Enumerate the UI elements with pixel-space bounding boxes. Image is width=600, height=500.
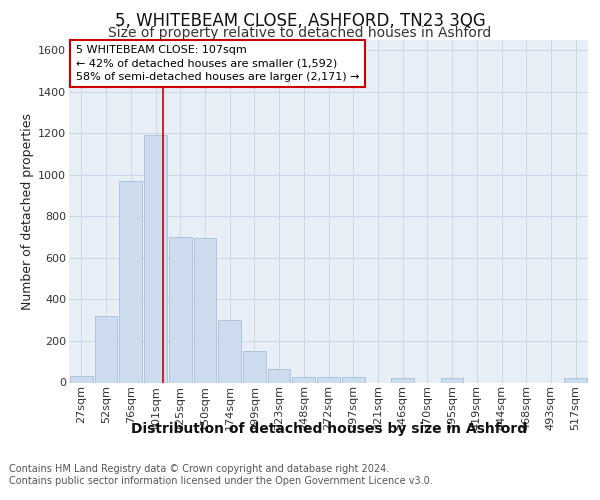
Bar bbox=[243, 352, 266, 382]
Bar bbox=[119, 181, 142, 382]
Y-axis label: Number of detached properties: Number of detached properties bbox=[21, 113, 34, 310]
Bar bbox=[194, 238, 216, 382]
Bar bbox=[441, 378, 463, 382]
Text: Contains public sector information licensed under the Open Government Licence v3: Contains public sector information licen… bbox=[9, 476, 433, 486]
Bar bbox=[292, 378, 315, 382]
Text: 5, WHITEBEAM CLOSE, ASHFORD, TN23 3QG: 5, WHITEBEAM CLOSE, ASHFORD, TN23 3QG bbox=[115, 12, 485, 30]
Bar bbox=[268, 369, 290, 382]
Bar bbox=[342, 378, 365, 382]
Text: 5 WHITEBEAM CLOSE: 107sqm
← 42% of detached houses are smaller (1,592)
58% of se: 5 WHITEBEAM CLOSE: 107sqm ← 42% of detac… bbox=[76, 45, 359, 82]
Bar bbox=[564, 378, 587, 382]
Bar bbox=[144, 136, 167, 382]
Bar bbox=[70, 376, 93, 382]
Text: Distribution of detached houses by size in Ashford: Distribution of detached houses by size … bbox=[131, 422, 527, 436]
Bar bbox=[317, 378, 340, 382]
Bar bbox=[95, 316, 118, 382]
Text: Size of property relative to detached houses in Ashford: Size of property relative to detached ho… bbox=[109, 26, 491, 40]
Bar bbox=[169, 237, 191, 382]
Text: Contains HM Land Registry data © Crown copyright and database right 2024.: Contains HM Land Registry data © Crown c… bbox=[9, 464, 389, 474]
Bar bbox=[391, 378, 414, 382]
Bar bbox=[218, 320, 241, 382]
